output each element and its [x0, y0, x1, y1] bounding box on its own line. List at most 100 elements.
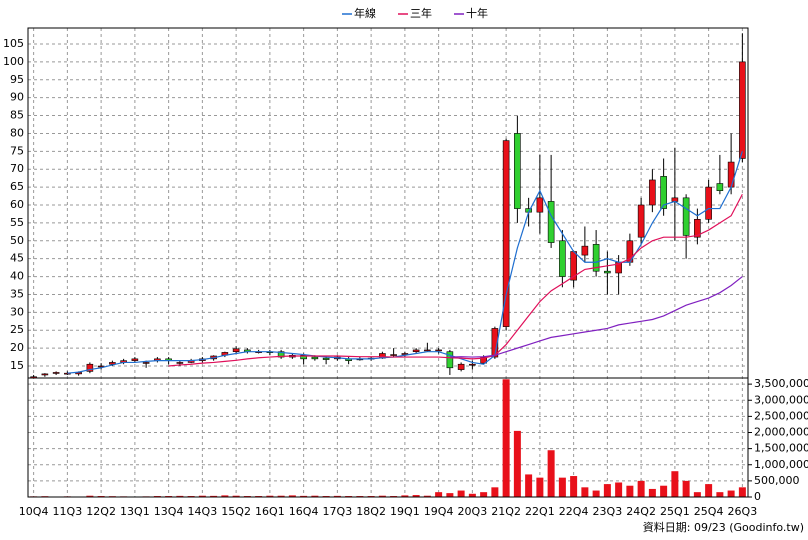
volume-bar: [221, 495, 229, 497]
candle-body: [705, 186, 712, 220]
candle-body: [559, 240, 566, 277]
volume-bar: [581, 487, 589, 497]
x-tick-label: 26Q3: [728, 505, 758, 518]
candle-body: [232, 348, 240, 353]
volume-bar: [198, 495, 206, 497]
y-tick-label: 50: [10, 234, 24, 247]
ma-line: [67, 151, 743, 374]
volume-bar: [423, 495, 431, 497]
x-tick-label: 22Q1: [525, 505, 555, 518]
candle-body: [637, 204, 645, 238]
candle-body: [491, 328, 499, 358]
volume-bar: [525, 474, 533, 497]
x-tick-label: 17Q3: [323, 505, 353, 518]
x-tick-label: 16Q4: [289, 505, 319, 518]
volume-bar: [266, 495, 274, 497]
y-tick-label: 90: [10, 91, 24, 104]
candle-body: [660, 176, 667, 209]
legend-label: 三年: [410, 6, 432, 20]
x-tick-label: 23Q3: [593, 505, 623, 518]
volume-bar: [738, 487, 746, 497]
candle-body: [514, 133, 521, 209]
volume-bar: [232, 495, 240, 497]
x-tick-label: 25Q1: [660, 505, 690, 518]
volume-bar: [176, 495, 184, 497]
plot-layer: 10Q4 11Q3 12Q2 13Q1 13Q4 14Q3 15Q2 16Q1 16Q4 17Q3…: [3, 28, 808, 518]
candle-body: [390, 354, 397, 356]
volume-bar: [660, 485, 668, 497]
volume-bar: [277, 495, 285, 497]
volume-bar: [637, 480, 645, 497]
y-tick-label: 1,500,000: [754, 442, 808, 455]
y-tick-label: 60: [10, 198, 24, 211]
y-tick-label: 85: [10, 109, 24, 122]
candle-body: [604, 270, 611, 274]
x-tick-label: 16Q1: [255, 505, 285, 518]
y-tick-label: 2,000,000: [754, 426, 808, 439]
y-tick-label: 100: [3, 55, 24, 68]
y-tick-label: 3,000,000: [754, 393, 808, 406]
y-tick-label: 2,500,000: [754, 409, 808, 422]
y-tick-label: 105: [3, 37, 24, 50]
candle-body: [176, 362, 184, 364]
candle-body: [547, 201, 555, 243]
y-tick-label: 35: [10, 287, 24, 300]
candle-body: [300, 354, 307, 360]
x-tick-label: 12Q2: [86, 505, 116, 518]
volume-bar: [570, 476, 578, 497]
x-tick-label: 22Q4: [559, 505, 589, 518]
volume-bar: [547, 450, 555, 497]
x-tick-label: 13Q1: [120, 505, 150, 518]
volume-bar: [300, 495, 308, 497]
y-tick-label: 25: [10, 323, 24, 336]
volume-bar: [716, 492, 724, 497]
volume-bar: [480, 492, 488, 497]
candle-body: [682, 197, 690, 236]
x-tick-label: 14Q3: [188, 505, 218, 518]
y-tick-label: 55: [10, 216, 24, 229]
volume-bar: [682, 480, 690, 497]
volume-frame: [27, 377, 749, 498]
x-tick-label: 21Q2: [491, 505, 521, 518]
x-tick-label: 20Q3: [458, 505, 488, 518]
x-tick-label: 13Q4: [154, 505, 184, 518]
y-tick-label: 15: [10, 359, 24, 372]
volume-bar: [311, 495, 319, 497]
candle-body: [446, 351, 454, 369]
volume-bar: [86, 495, 94, 497]
candle-body: [469, 363, 476, 366]
volume-bar: [288, 495, 296, 497]
volume-bar: [603, 484, 611, 497]
candle-body: [694, 219, 701, 238]
y-tick-label: 0: [754, 490, 761, 503]
y-tick-label: 70: [10, 162, 24, 175]
x-tick-label: 15Q2: [221, 505, 251, 518]
legend-label: 十年: [466, 6, 488, 20]
volume-bar: [435, 492, 443, 497]
volume-bar: [468, 493, 476, 497]
candle-body: [435, 349, 442, 352]
volume-bar: [671, 471, 679, 497]
y-tick-label: 80: [10, 126, 24, 139]
y-tick-label: 45: [10, 252, 24, 265]
x-tick-label: 11Q3: [53, 505, 83, 518]
candle-body: [322, 357, 330, 360]
x-tick-label: 18Q2: [356, 505, 386, 518]
candle-body: [142, 362, 150, 364]
volume-bar: [412, 495, 420, 497]
x-tick-label: 19Q4: [424, 505, 454, 518]
candle-body: [311, 356, 319, 360]
candle-body: [131, 358, 139, 361]
candle-body: [52, 372, 60, 374]
y-tick-label: 20: [10, 341, 24, 354]
candle-body: [277, 351, 285, 358]
legend-label: 年線: [354, 6, 376, 20]
ma-line: [168, 193, 743, 367]
candle-body: [424, 349, 431, 352]
volume-bar: [513, 430, 521, 497]
volume-bar: [491, 487, 499, 497]
y-tick-label: 95: [10, 73, 24, 86]
candle-body: [581, 245, 589, 256]
volume-bar: [457, 490, 465, 497]
